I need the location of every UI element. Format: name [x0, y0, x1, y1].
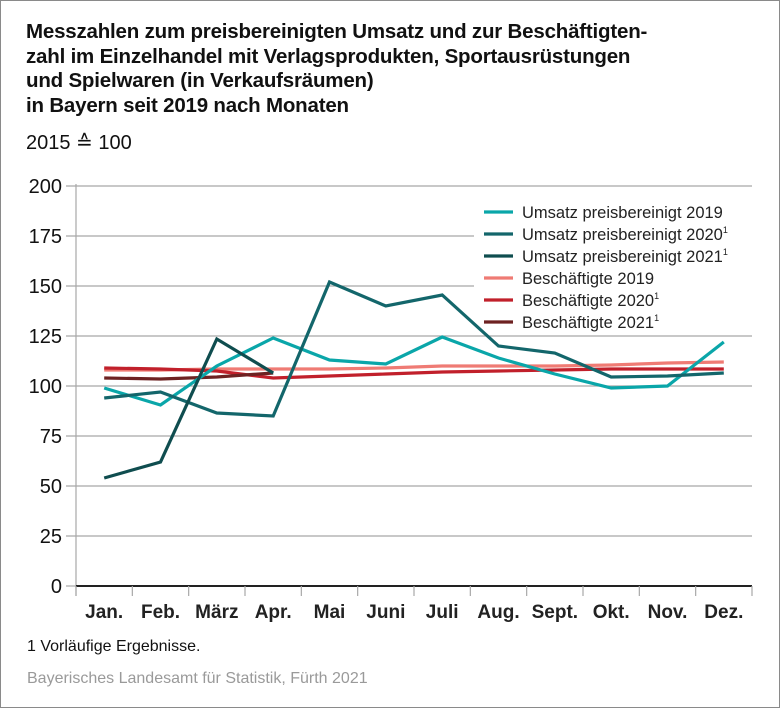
- x-tick-label: Apr.: [255, 602, 292, 623]
- legend-background: [474, 198, 762, 334]
- x-tick-label: Nov.: [648, 602, 688, 623]
- legend-box: [474, 198, 762, 334]
- legend-label: Umsatz preisbereinigt 20201: [522, 225, 728, 244]
- x-axis: Jan. Feb. März Apr. Mai Juni Juli Aug. Sept. Okt.…: [75, 184, 753, 623]
- title-line: in Bayern seit 2019 nach Monaten: [26, 93, 349, 117]
- title-line: zahl im Einzelhandel mit Verlagsprodukte…: [26, 44, 631, 68]
- x-tick-label: Jan.: [85, 602, 123, 623]
- y-tick-label: 100: [29, 376, 62, 398]
- x-tick-label: Okt.: [593, 602, 630, 623]
- y-axis-ticks: 0 25 50 75 100 125 150 175 200: [29, 176, 62, 598]
- y-tick-label: 25: [40, 526, 62, 548]
- legend-superscript: 1: [723, 247, 728, 257]
- title-line: Messzahlen zum preisbereinigten Umsatz u…: [26, 20, 648, 43]
- source-note: Bayerisches Landesamt für Statistik, Für…: [27, 670, 368, 687]
- legend-label: Umsatz preisbereinigt 2019: [522, 204, 723, 222]
- title-line: und Spielwaren (in Verkaufsräumen): [26, 69, 374, 92]
- x-tick-label: Sept.: [532, 602, 578, 623]
- legend-superscript: 1: [654, 291, 659, 301]
- y-tick-label: 175: [29, 226, 62, 248]
- footnote: 1 Vorläufige Ergebnisse.: [27, 638, 201, 655]
- series-lines: [103, 279, 725, 480]
- x-tick-label: Dez.: [704, 602, 743, 623]
- x-tick-label: Mai: [314, 602, 346, 623]
- series-line: [103, 335, 725, 407]
- chart-subtitle: 2015 ≙ 100: [26, 132, 132, 154]
- legend-superscript: 1: [654, 313, 659, 323]
- legend-label: Beschäftigte 20211: [522, 313, 659, 332]
- legend-superscript: 1: [723, 225, 728, 235]
- series-line: [103, 336, 275, 480]
- x-tick-label: März: [195, 602, 238, 623]
- y-tick-label: 0: [51, 576, 62, 598]
- series-line: [104, 279, 724, 418]
- y-tick-label: 200: [29, 176, 62, 198]
- legend-label: Umsatz preisbereinigt 20211: [522, 247, 728, 266]
- x-tick-label: Aug.: [477, 602, 519, 623]
- y-tick-label: 150: [29, 276, 62, 298]
- legend-label: Beschäftigte 20201: [522, 291, 659, 310]
- x-tick-label: Feb.: [141, 602, 180, 623]
- y-tick-label: 75: [40, 426, 62, 448]
- legend: Umsatz preisbereinigt 2019 Umsatz preisbe…: [484, 204, 728, 332]
- y-tick-label: 50: [40, 476, 62, 498]
- chart-title: Messzahlen zum preisbereinigten Umsatz u…: [26, 20, 766, 118]
- y-tick-label: 125: [29, 326, 62, 348]
- x-tick-label: Juli: [426, 602, 459, 623]
- x-tick-label: Juni: [366, 602, 405, 623]
- series-line: [104, 371, 274, 381]
- legend-label: Beschäftigte 2019: [522, 270, 654, 288]
